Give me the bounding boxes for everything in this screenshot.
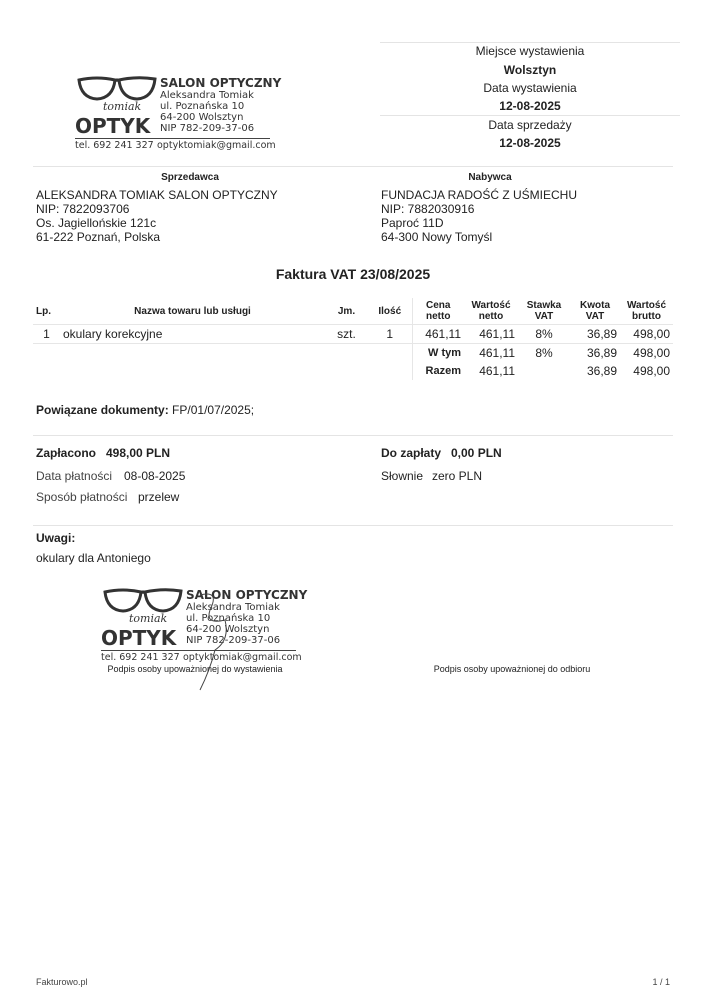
related-docs: Powiązane dokumenty: FP/01/07/2025; xyxy=(36,403,255,417)
seller-nip: NIP: 7822093706 xyxy=(36,202,130,216)
sale-date-label: Data sprzedaży xyxy=(488,118,572,132)
invoice-title: Faktura VAT 23/08/2025 xyxy=(275,266,431,282)
sale-date: 12-08-2025 xyxy=(499,136,561,150)
payment-date-label: Data płatności xyxy=(36,469,113,483)
payment-method: przelew xyxy=(138,490,180,504)
issuer-signature-label: Podpis osoby upoważnionej do wystawienia xyxy=(107,664,283,674)
items-table: Lp. Nazwa towaru lub usługi Jm. Ilość Ce… xyxy=(33,298,673,380)
paid-label: Zapłacono xyxy=(36,446,97,460)
seller-label: Sprzedawca xyxy=(161,172,219,183)
issue-date: 12-08-2025 xyxy=(499,99,561,113)
due-amount: 0,00 PLN xyxy=(451,446,502,460)
payment-date: 08-08-2025 xyxy=(124,469,186,483)
company-stamp: tomiak OPTYK SALON OPTYCZNY Aleksandra T… xyxy=(101,588,308,663)
buyer-nip: NIP: 7882030916 xyxy=(381,202,475,216)
buyer-label: Nabywca xyxy=(468,172,512,183)
receiver-signature-label: Podpis osoby upoważnionej do odbioru xyxy=(433,664,591,674)
place-label: Miejsce wystawienia xyxy=(475,44,585,58)
glasses-icon xyxy=(103,588,183,613)
glasses-icon xyxy=(77,76,157,101)
amount-in-words: zero PLN xyxy=(432,469,483,483)
buyer-city: 64-300 Nowy Tomyśl xyxy=(381,230,493,244)
table-header: Lp. Nazwa towaru lub usługi Jm. Ilość Ce… xyxy=(33,298,673,325)
total-row: Razem 461,11 36,89 498,00 xyxy=(33,362,673,380)
handwritten-signature xyxy=(199,593,227,691)
words-label: Słownie xyxy=(381,469,424,483)
payment-method-label: Sposób płatności xyxy=(36,490,128,504)
notes-label: Uwagi: xyxy=(36,531,76,545)
seller-name: ALEKSANDRA TOMIAK SALON OPTYCZNY xyxy=(36,188,278,202)
notes-text: okulary dla Antoniego xyxy=(36,551,151,565)
seller-street: Os. Jagiellońskie 121c xyxy=(36,216,157,230)
page-number: 1 / 1 xyxy=(652,977,670,987)
seller-city: 61-222 Poznań, Polska xyxy=(36,230,161,244)
table-row: 1 okulary korekcyjne szt. 1 461,11 461,1… xyxy=(33,324,673,344)
buyer-street: Paproć 11D xyxy=(381,216,444,230)
paid-amount: 498,00 PLN xyxy=(106,446,171,460)
due-label: Do zapłaty xyxy=(381,446,442,460)
place-value: Wolsztyn xyxy=(503,63,557,77)
company-logo: tomiak OPTYK SALON OPTYCZNY Aleksandra T… xyxy=(75,76,282,151)
footer-brand: Fakturowo.pl xyxy=(36,977,88,987)
issue-date-label: Data wystawienia xyxy=(483,81,577,95)
buyer-name: FUNDACJA RADOŚĆ Z UŚMIECHU xyxy=(381,188,578,202)
subtotal-row: W tym 461,11 8% 36,89 498,00 xyxy=(33,343,673,362)
